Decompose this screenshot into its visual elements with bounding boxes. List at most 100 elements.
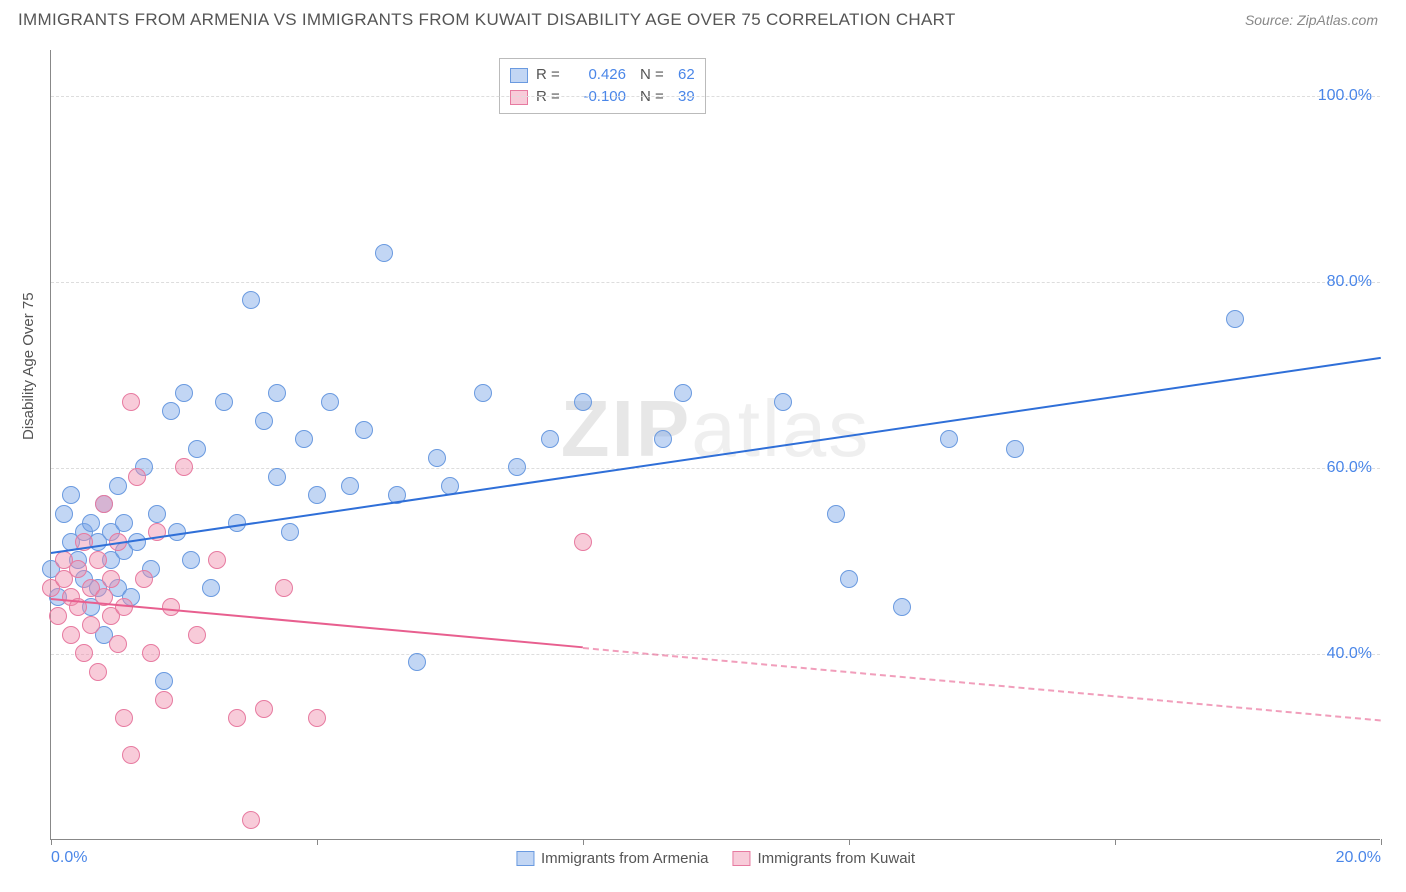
scatter-point xyxy=(308,486,326,504)
scatter-point xyxy=(128,468,146,486)
y-axis-label: Disability Age Over 75 xyxy=(20,292,37,440)
trend-line xyxy=(583,647,1381,721)
scatter-point xyxy=(674,384,692,402)
scatter-point xyxy=(109,635,127,653)
legend-series-label: Immigrants from Kuwait xyxy=(758,850,916,867)
scatter-point xyxy=(215,393,233,411)
scatter-point xyxy=(82,616,100,634)
scatter-point xyxy=(188,626,206,644)
legend-correlation: R = 0.426N =62R =-0.100N =39 xyxy=(499,58,706,114)
x-tick xyxy=(51,839,52,845)
scatter-point xyxy=(827,505,845,523)
grid-line xyxy=(51,654,1380,655)
y-tick-label: 60.0% xyxy=(1327,459,1372,477)
scatter-point xyxy=(508,458,526,476)
scatter-point xyxy=(940,430,958,448)
scatter-point xyxy=(102,570,120,588)
scatter-point xyxy=(122,746,140,764)
x-tick-label: 20.0% xyxy=(1336,849,1381,867)
scatter-point xyxy=(175,458,193,476)
scatter-point xyxy=(208,551,226,569)
scatter-point xyxy=(95,495,113,513)
scatter-point xyxy=(82,514,100,532)
scatter-point xyxy=(182,551,200,569)
scatter-point xyxy=(268,468,286,486)
scatter-point xyxy=(49,607,67,625)
y-tick-label: 100.0% xyxy=(1318,87,1372,105)
scatter-point xyxy=(275,579,293,597)
legend-n-label: N = xyxy=(640,64,670,86)
chart-title: IMMIGRANTS FROM ARMENIA VS IMMIGRANTS FR… xyxy=(18,10,956,30)
legend-swatch xyxy=(516,851,534,866)
scatter-point xyxy=(148,505,166,523)
scatter-point xyxy=(321,393,339,411)
scatter-point xyxy=(255,412,273,430)
scatter-point xyxy=(109,477,127,495)
legend-series: Immigrants from Armenia Immigrants from K… xyxy=(516,850,915,867)
x-tick xyxy=(1381,839,1382,845)
trend-line xyxy=(51,598,583,648)
scatter-point xyxy=(115,514,133,532)
scatter-point xyxy=(308,709,326,727)
scatter-point xyxy=(355,421,373,439)
trend-line xyxy=(51,357,1381,554)
legend-r-value: 0.426 xyxy=(570,64,626,86)
legend-series-item: Immigrants from Kuwait xyxy=(733,850,916,867)
scatter-point xyxy=(242,291,260,309)
scatter-point xyxy=(142,644,160,662)
scatter-point xyxy=(62,626,80,644)
scatter-point xyxy=(89,663,107,681)
grid-line xyxy=(51,282,1380,283)
x-tick xyxy=(849,839,850,845)
grid-line xyxy=(51,96,1380,97)
legend-n-value: 62 xyxy=(678,64,695,86)
scatter-point xyxy=(75,644,93,662)
legend-swatch xyxy=(510,68,528,83)
scatter-point xyxy=(840,570,858,588)
scatter-point xyxy=(428,449,446,467)
scatter-point xyxy=(474,384,492,402)
scatter-point xyxy=(135,570,153,588)
scatter-point xyxy=(541,430,559,448)
scatter-point xyxy=(242,811,260,829)
scatter-point xyxy=(228,709,246,727)
scatter-point xyxy=(155,691,173,709)
x-tick-label: 0.0% xyxy=(51,849,87,867)
scatter-point xyxy=(375,244,393,262)
scatter-point xyxy=(115,709,133,727)
source-label: Source: ZipAtlas.com xyxy=(1245,12,1378,28)
scatter-point xyxy=(202,579,220,597)
chart-plot-area: ZIPatlas R = 0.426N =62R =-0.100N =39 Im… xyxy=(50,50,1380,840)
scatter-point xyxy=(341,477,359,495)
legend-correlation-row: R = 0.426 N = 62 xyxy=(510,64,695,86)
scatter-point xyxy=(1226,310,1244,328)
scatter-point xyxy=(574,393,592,411)
scatter-point xyxy=(893,598,911,616)
scatter-point xyxy=(1006,440,1024,458)
scatter-point xyxy=(89,551,107,569)
scatter-point xyxy=(62,486,80,504)
scatter-point xyxy=(574,533,592,551)
scatter-point xyxy=(69,560,87,578)
y-tick-label: 40.0% xyxy=(1327,645,1372,663)
scatter-point xyxy=(155,672,173,690)
scatter-point xyxy=(162,598,180,616)
scatter-point xyxy=(268,384,286,402)
grid-line xyxy=(51,468,1380,469)
scatter-point xyxy=(175,384,193,402)
scatter-point xyxy=(188,440,206,458)
watermark: ZIPatlas xyxy=(561,383,870,475)
y-tick-label: 80.0% xyxy=(1327,273,1372,291)
legend-series-label: Immigrants from Armenia xyxy=(541,850,709,867)
legend-swatch xyxy=(733,851,751,866)
scatter-point xyxy=(255,700,273,718)
scatter-point xyxy=(654,430,672,448)
scatter-point xyxy=(408,653,426,671)
scatter-point xyxy=(162,402,180,420)
legend-r-label: R = xyxy=(536,64,562,86)
scatter-point xyxy=(774,393,792,411)
scatter-point xyxy=(295,430,313,448)
x-tick xyxy=(583,839,584,845)
x-tick xyxy=(1115,839,1116,845)
scatter-point xyxy=(55,505,73,523)
